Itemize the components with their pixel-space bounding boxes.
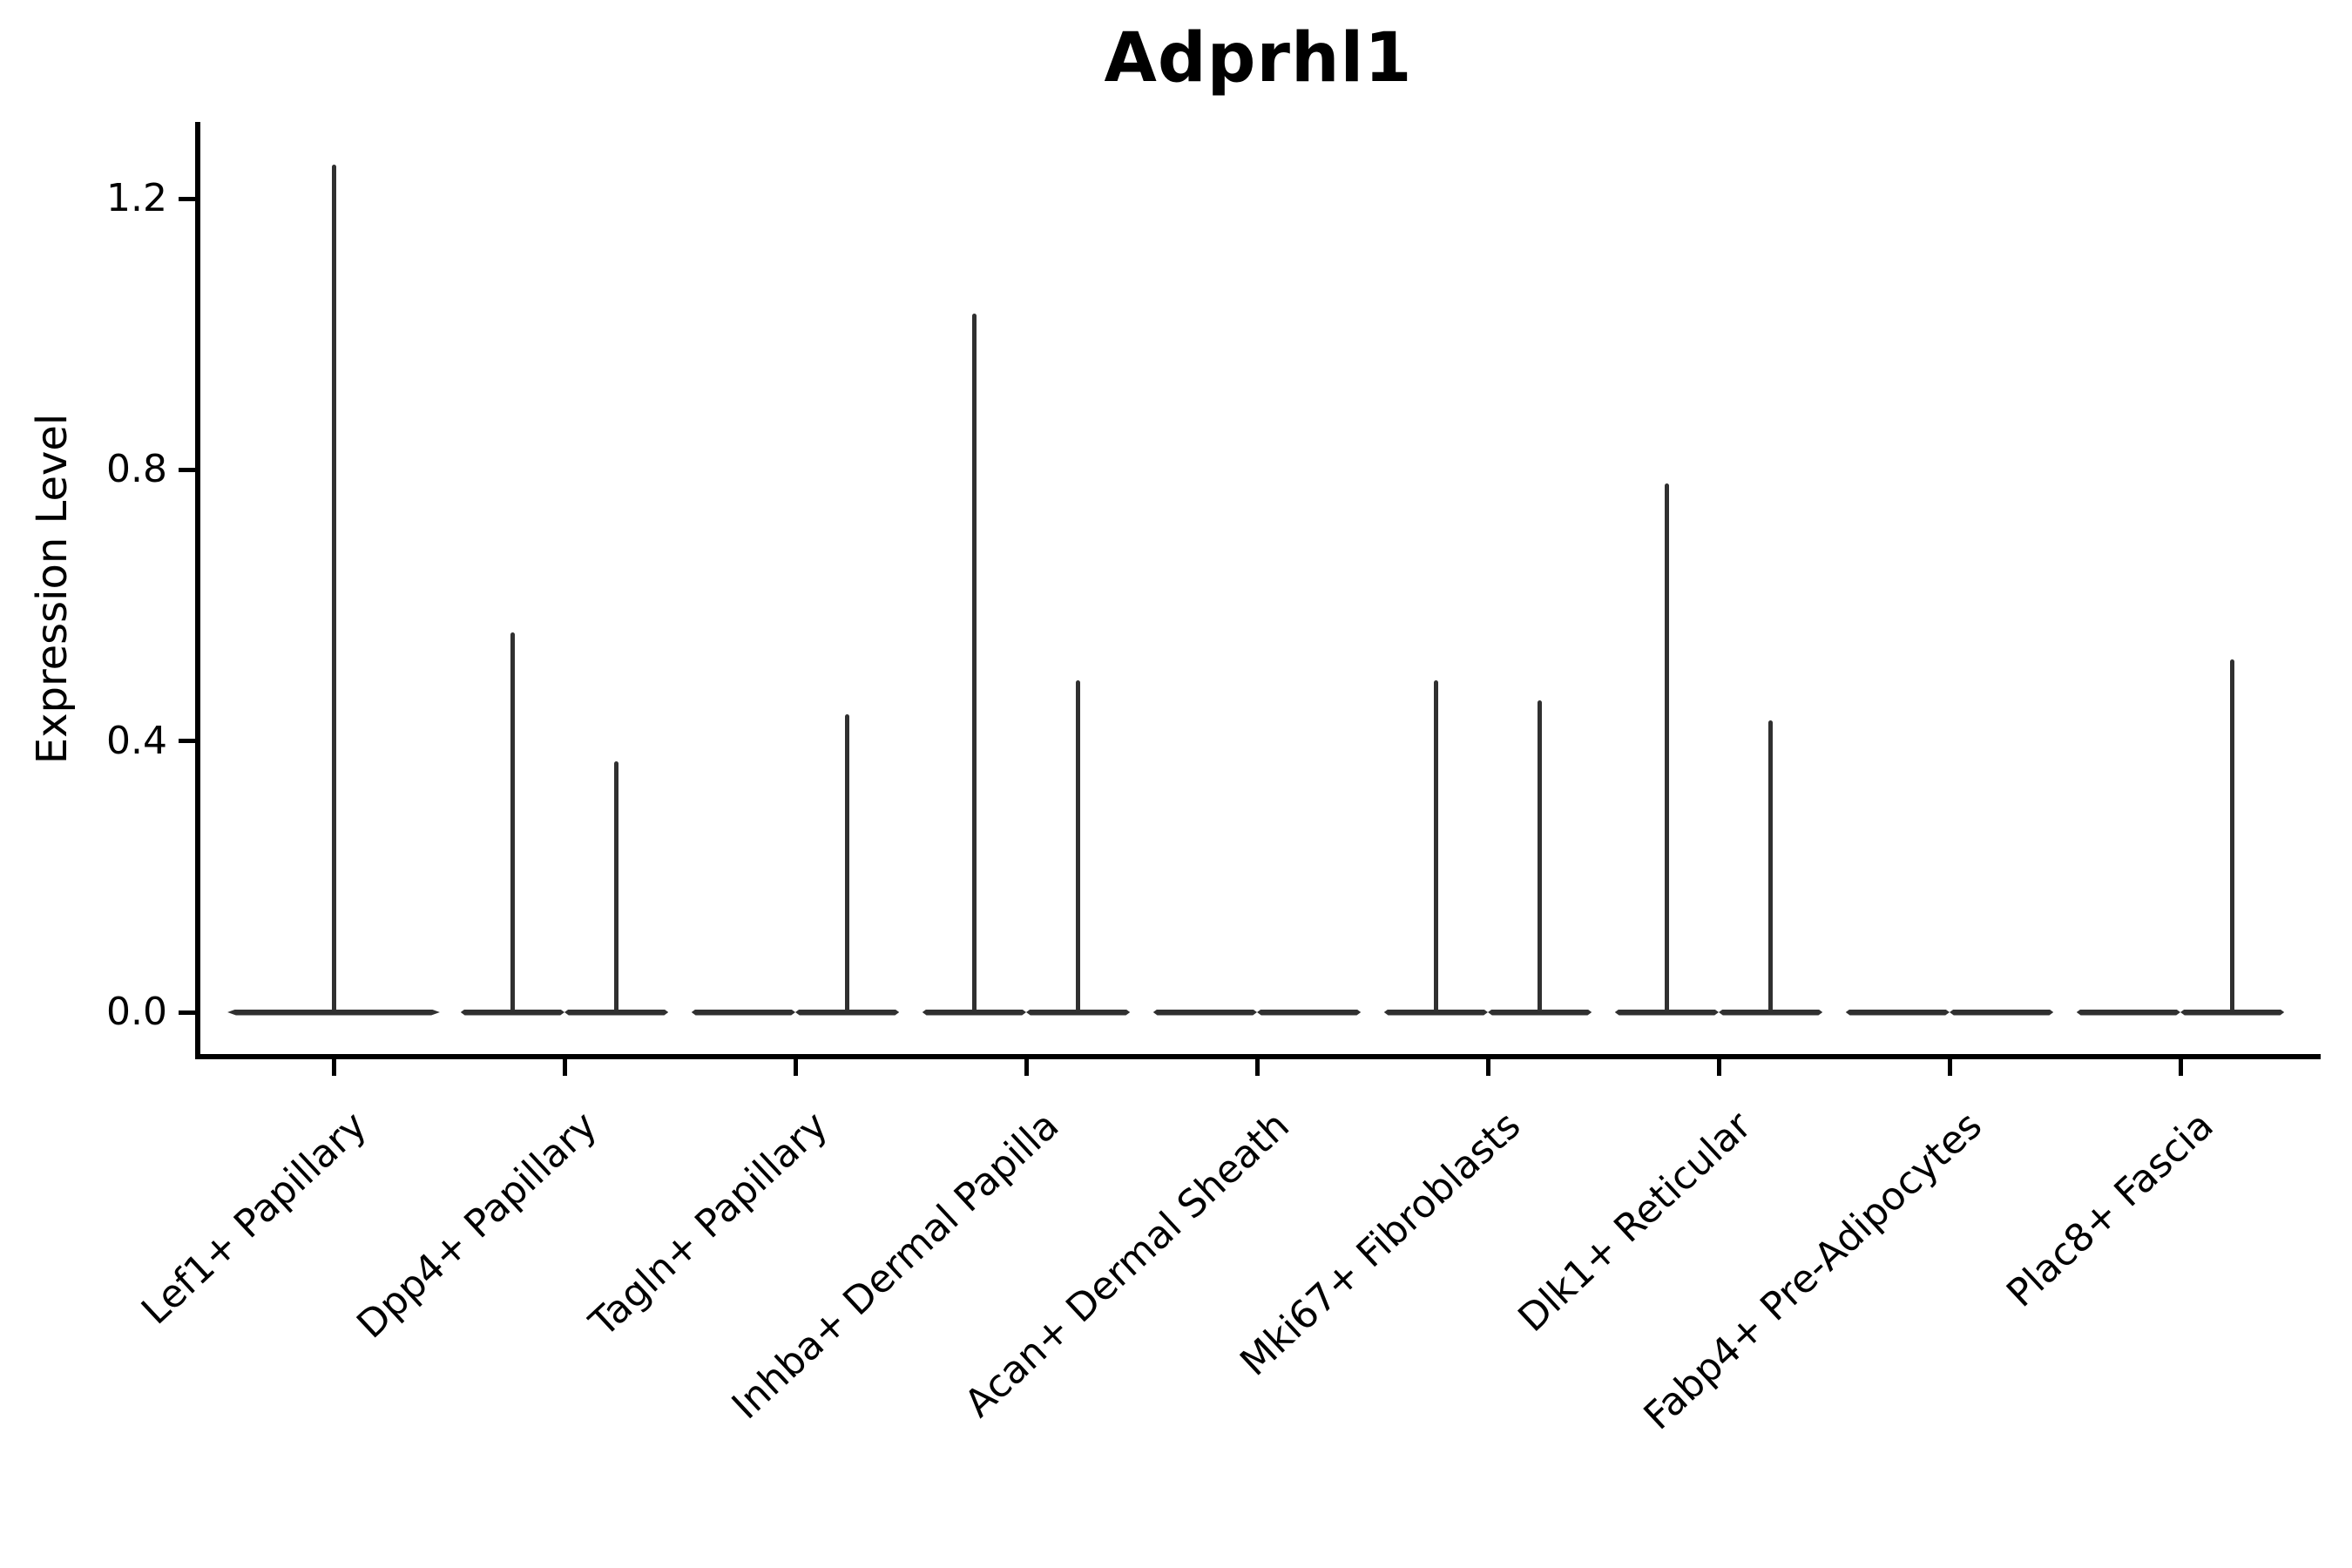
violin-spike xyxy=(1538,700,1543,1014)
violin-spike xyxy=(331,165,336,1014)
violin-spike xyxy=(510,632,515,1014)
x-tick-label: Dlk1+ Reticular xyxy=(1510,1103,1761,1342)
x-tick xyxy=(793,1059,798,1076)
violin-baseline xyxy=(691,1009,795,1016)
x-tick xyxy=(1024,1059,1029,1076)
y-tick xyxy=(179,1010,195,1015)
violin-spike xyxy=(1433,679,1438,1014)
y-tick-label: 0.0 xyxy=(106,990,167,1034)
y-tick-label: 0.8 xyxy=(106,447,167,492)
y-tick-label: 1.2 xyxy=(106,176,167,221)
y-tick xyxy=(179,739,195,744)
violin-spike xyxy=(971,314,977,1014)
x-tick xyxy=(1716,1059,1721,1076)
violin-spike xyxy=(2230,659,2235,1014)
violin-spike xyxy=(1076,679,1081,1014)
violin-baseline xyxy=(1845,1009,1950,1016)
y-tick-label: 0.4 xyxy=(106,718,167,763)
x-tick xyxy=(1254,1059,1260,1076)
x-tick-label: Tagln+ Papillary xyxy=(581,1103,837,1346)
x-tick xyxy=(331,1059,336,1076)
x-tick xyxy=(2178,1059,2183,1076)
violin-baseline xyxy=(1152,1009,1257,1016)
violin-spike xyxy=(845,713,850,1014)
violin-baseline xyxy=(1950,1009,2054,1016)
y-tick xyxy=(179,196,195,201)
x-tick xyxy=(562,1059,567,1076)
x-tick-label: Dpp4+ Papillary xyxy=(348,1103,606,1348)
violin-baseline xyxy=(1257,1009,1362,1016)
y-axis-line xyxy=(195,122,200,1059)
plot-title: Adprhl1 xyxy=(1104,19,1413,98)
violin-spike xyxy=(1664,483,1669,1014)
x-tick-label: Plac8+ Fascia xyxy=(1997,1103,2222,1316)
violin-spike xyxy=(614,761,619,1014)
violin-spike xyxy=(1768,720,1774,1014)
x-axis-line xyxy=(195,1054,2321,1059)
y-tick xyxy=(179,467,195,472)
x-tick-label: Lef1+ Papillary xyxy=(132,1103,375,1334)
x-tick xyxy=(1947,1059,1952,1076)
violin-baseline xyxy=(2076,1009,2180,1016)
x-tick xyxy=(1485,1059,1490,1076)
